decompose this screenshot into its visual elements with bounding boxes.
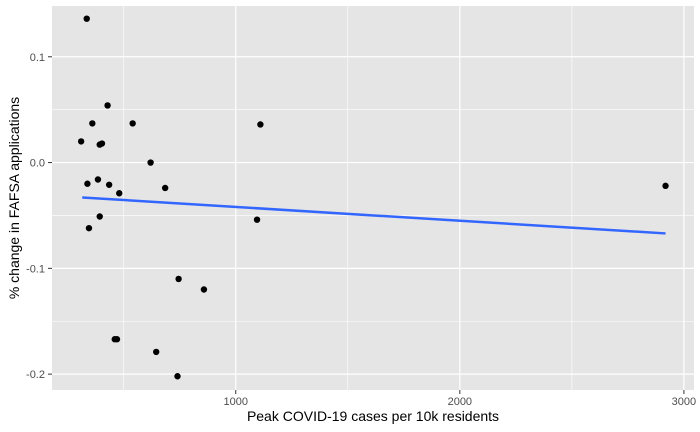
data-point	[84, 180, 91, 187]
data-point	[175, 275, 182, 283]
x-axis-title: Peak COVID-19 cases per 10k residents	[247, 408, 499, 424]
y-tick-label: 0.1	[30, 52, 45, 64]
data-point	[662, 182, 669, 190]
data-point	[161, 184, 169, 192]
y-axis-title: % change in FAFSA applications	[6, 97, 22, 299]
trend-line	[82, 196, 666, 235]
x-tick-label: 1000	[224, 396, 248, 408]
tick-labels: 1000 2000 3000 0.1 0.0 -0.1 -0.2	[26, 52, 696, 408]
data-point	[174, 373, 181, 380]
data-point	[83, 15, 90, 22]
data-point	[113, 336, 121, 343]
data-point	[96, 213, 103, 220]
data-point	[152, 348, 160, 356]
data-point	[105, 181, 113, 188]
panel-background	[52, 6, 694, 390]
y-tick-label: 0.0	[30, 158, 45, 170]
data-point	[77, 138, 85, 145]
data-point	[85, 224, 93, 232]
data-point	[253, 216, 261, 223]
x-tick-label: 3000	[672, 396, 696, 408]
trend-line-group	[82, 196, 666, 235]
x-tick-label: 2000	[448, 396, 472, 408]
data-points	[77, 15, 669, 380]
data-point	[116, 190, 123, 197]
data-point	[104, 102, 111, 109]
y-tick-label: -0.2	[26, 369, 45, 381]
data-point	[98, 140, 106, 147]
data-point	[257, 121, 264, 128]
data-point	[147, 159, 154, 166]
y-tick-label: -0.1	[26, 263, 45, 275]
axis-ticks	[48, 56, 685, 394]
data-point	[200, 286, 208, 293]
data-point	[129, 120, 136, 127]
data-point	[89, 120, 96, 127]
data-point	[94, 176, 102, 183]
major-gridlines	[52, 6, 694, 390]
